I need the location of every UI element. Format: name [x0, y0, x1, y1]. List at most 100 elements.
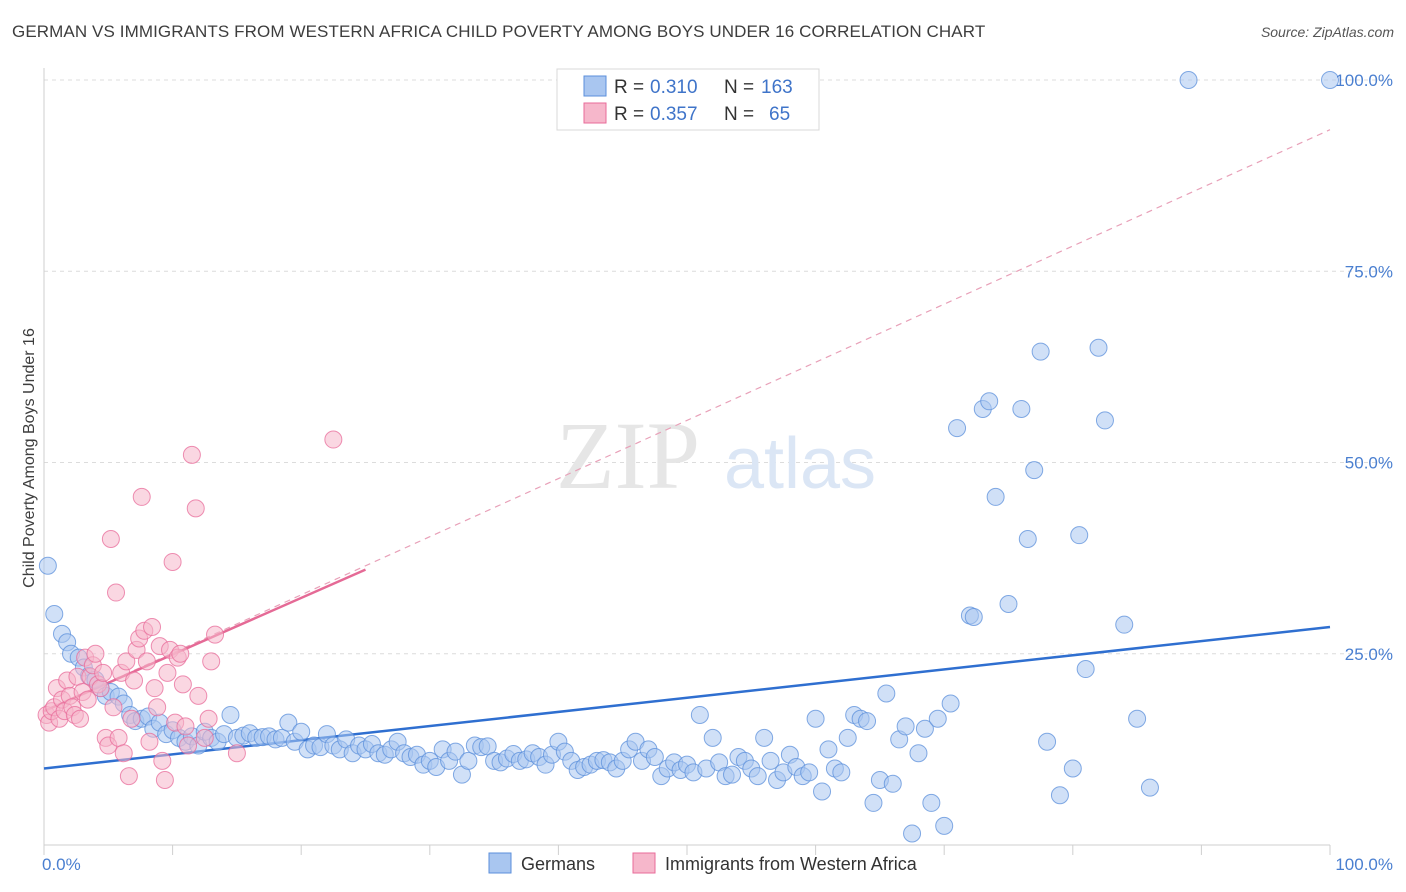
point-germans: [838, 728, 857, 747]
point-germans: [1128, 709, 1147, 728]
trend-line-immigrants-extension: [43, 129, 1331, 712]
point-immigrants: [145, 679, 164, 698]
point-germans: [723, 765, 742, 784]
bottom-legend: Germans Immigrants from Western Africa: [488, 852, 918, 874]
point-germans: [755, 728, 774, 747]
watermark-zip: ZIP: [556, 402, 700, 509]
point-immigrants: [155, 770, 174, 789]
point-immigrants: [189, 686, 208, 705]
y-tick-label: 50.0%: [1345, 454, 1393, 473]
point-germans: [1038, 732, 1057, 751]
point-immigrants: [143, 617, 162, 636]
legend-r-value-2: 0.357: [650, 104, 698, 125]
point-immigrants: [153, 751, 172, 770]
point-germans: [806, 709, 825, 728]
point-immigrants: [117, 652, 136, 671]
bottom-legend-label-immigrants: Immigrants from Western Africa: [665, 854, 918, 874]
point-immigrants: [132, 487, 151, 506]
watermark-atlas: atlas: [724, 424, 876, 504]
y-tick-label: 25.0%: [1345, 645, 1393, 664]
point-germans: [903, 824, 922, 843]
point-germans: [909, 744, 928, 763]
point-immigrants: [324, 430, 343, 449]
point-immigrants: [186, 499, 205, 518]
point-germans: [703, 728, 722, 747]
point-germans: [221, 705, 240, 724]
point-germans: [1089, 338, 1108, 357]
y-tick-labels: 25.0% 50.0% 75.0% 100.0%: [1335, 71, 1393, 664]
y-tick-label: 75.0%: [1345, 262, 1393, 281]
source-label: Source: ZipAtlas.com: [1260, 24, 1394, 40]
point-immigrants: [199, 709, 218, 728]
legend-swatch-pink: [583, 102, 607, 124]
point-immigrants: [148, 698, 167, 717]
point-immigrants: [114, 744, 133, 763]
legend-box: R = 0.310 N = 163 R = 0.357 N = 65: [556, 68, 820, 131]
point-immigrants: [119, 767, 138, 786]
point-immigrants: [173, 675, 192, 694]
point-germans: [292, 722, 311, 741]
point-germans: [1063, 759, 1082, 778]
point-germans: [1140, 778, 1159, 797]
legend-r-label-2: R =: [614, 104, 644, 125]
point-immigrants: [107, 583, 126, 602]
point-germans: [915, 719, 934, 738]
point-immigrants: [182, 445, 201, 464]
legend-n-value-2: 65: [769, 104, 790, 125]
point-germans: [948, 419, 967, 438]
point-germans: [1018, 530, 1037, 548]
point-germans: [935, 816, 954, 835]
chart-title: GERMAN VS IMMIGRANTS FROM WESTERN AFRICA…: [12, 22, 986, 41]
legend-swatch-blue: [583, 75, 607, 97]
watermark: ZIP atlas: [556, 402, 876, 509]
point-immigrants: [140, 732, 159, 751]
point-immigrants: [206, 625, 225, 644]
point-germans: [1012, 399, 1031, 418]
point-germans: [986, 487, 1005, 506]
point-germans: [883, 774, 902, 793]
point-immigrants: [86, 644, 105, 663]
point-germans: [819, 740, 838, 759]
legend-r-label-1: R =: [614, 77, 644, 98]
point-germans: [761, 751, 780, 770]
point-germans: [1179, 71, 1198, 89]
point-immigrants: [122, 709, 141, 728]
x-tick-label-min: 0.0%: [42, 855, 81, 874]
point-immigrants: [179, 736, 198, 755]
point-germans: [1115, 615, 1134, 634]
point-germans: [1076, 660, 1095, 679]
legend-r-value-1: 0.310: [650, 77, 698, 98]
point-germans: [964, 608, 983, 627]
point-germans: [980, 392, 999, 411]
point-germans: [1025, 461, 1044, 480]
x-tick-label-max: 100.0%: [1335, 855, 1393, 874]
point-germans: [645, 748, 664, 767]
point-germans: [922, 793, 941, 812]
point-germans: [800, 763, 819, 782]
y-axis-label: Child Poverty Among Boys Under 16: [21, 328, 38, 588]
point-germans: [858, 712, 877, 731]
point-immigrants: [176, 717, 195, 736]
point-immigrants: [195, 728, 214, 747]
point-immigrants: [125, 671, 144, 690]
point-germans: [690, 705, 709, 724]
point-germans: [45, 604, 64, 623]
point-germans: [941, 694, 960, 713]
point-immigrants: [101, 530, 120, 548]
point-immigrants: [171, 644, 190, 663]
point-germans: [1050, 786, 1069, 805]
point-immigrants: [78, 690, 97, 709]
data-points: [37, 71, 1339, 843]
legend-n-value-1: 163: [761, 77, 793, 98]
point-germans: [279, 713, 298, 732]
point-germans: [928, 709, 947, 728]
point-immigrants: [137, 652, 156, 671]
point-immigrants: [163, 552, 182, 571]
point-germans: [1095, 411, 1114, 430]
point-immigrants: [158, 663, 177, 682]
point-immigrants: [202, 652, 221, 671]
grid-lines: [44, 79, 1390, 655]
point-germans: [999, 595, 1018, 614]
point-germans: [38, 556, 57, 575]
